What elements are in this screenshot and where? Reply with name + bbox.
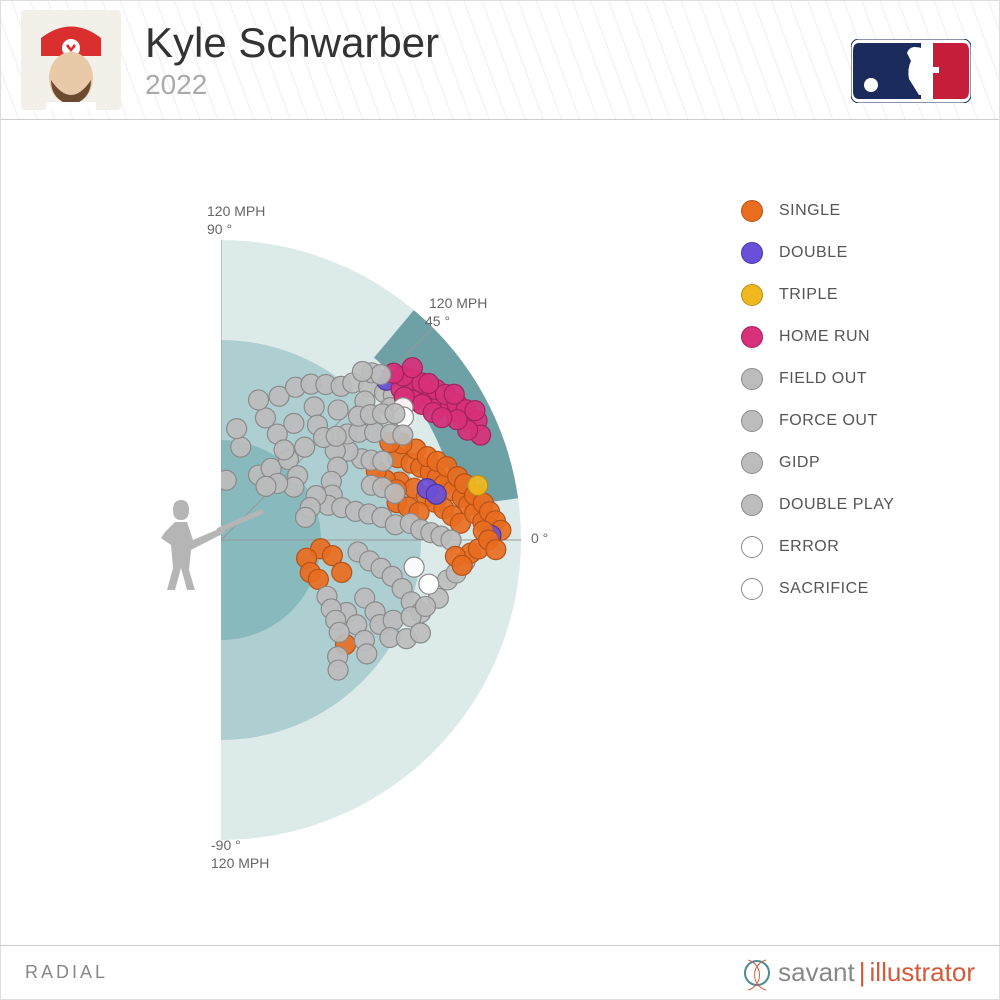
svg-text:120 MPH: 120 MPH bbox=[211, 855, 269, 871]
legend-item: DOUBLE bbox=[741, 242, 979, 264]
legend-label: GIDP bbox=[779, 454, 820, 472]
svg-text:-90 °: -90 ° bbox=[211, 837, 241, 853]
brand-illustrator: illustrator bbox=[870, 957, 975, 988]
season-year: 2022 bbox=[145, 69, 439, 101]
legend-item: SACRIFICE bbox=[741, 578, 979, 600]
legend-swatch-icon bbox=[741, 452, 763, 474]
legend-swatch-icon bbox=[741, 536, 763, 558]
legend-item: ERROR bbox=[741, 536, 979, 558]
legend-label: HOME RUN bbox=[779, 328, 870, 346]
legend-label: TRIPLE bbox=[779, 286, 838, 304]
legend-item: FIELD OUT bbox=[741, 368, 979, 390]
legend: SINGLE DOUBLE TRIPLE HOME RUN FIELD OUT FORCE… bbox=[741, 160, 979, 925]
header: Kyle Schwarber 2022 bbox=[1, 1, 999, 120]
footer-brand: savant | illustrator bbox=[744, 957, 975, 988]
player-avatar bbox=[21, 10, 121, 110]
player-name: Kyle Schwarber bbox=[145, 19, 439, 67]
legend-label: SACRIFICE bbox=[779, 580, 869, 598]
legend-swatch-icon bbox=[741, 368, 763, 390]
legend-swatch-icon bbox=[741, 578, 763, 600]
brand-savant: savant bbox=[778, 957, 855, 988]
svg-text:120 MPH: 120 MPH bbox=[207, 203, 265, 219]
radial-chart-svg: 120 MPH 90 ° 120 MPH 45 ° 0 ° -90 ° 120 MPH bbox=[21, 160, 741, 920]
svg-text:0 °: 0 ° bbox=[531, 530, 548, 546]
legend-label: ERROR bbox=[779, 538, 839, 556]
baseball-icon bbox=[744, 960, 770, 986]
legend-swatch-icon bbox=[741, 326, 763, 348]
mlb-logo-icon bbox=[851, 39, 971, 103]
legend-item: FORCE OUT bbox=[741, 410, 979, 432]
page-container: Kyle Schwarber 2022 120 MPH 90 ° 120 MPH 45… bbox=[0, 0, 1000, 1000]
legend-item: DOUBLE PLAY bbox=[741, 494, 979, 516]
legend-item: GIDP bbox=[741, 452, 979, 474]
svg-text:90 °: 90 ° bbox=[207, 221, 232, 237]
legend-swatch-icon bbox=[741, 242, 763, 264]
legend-swatch-icon bbox=[741, 410, 763, 432]
legend-item: HOME RUN bbox=[741, 326, 979, 348]
footer: RADIAL savant | illustrator bbox=[1, 946, 999, 999]
legend-label: DOUBLE bbox=[779, 244, 848, 262]
legend-swatch-icon bbox=[741, 494, 763, 516]
footer-chart-type: RADIAL bbox=[25, 962, 108, 983]
legend-label: DOUBLE PLAY bbox=[779, 496, 894, 514]
legend-item: SINGLE bbox=[741, 200, 979, 222]
legend-label: FIELD OUT bbox=[779, 370, 867, 388]
radial-chart: 120 MPH 90 ° 120 MPH 45 ° 0 ° -90 ° 120 MPH bbox=[21, 160, 741, 925]
title-block: Kyle Schwarber 2022 bbox=[145, 19, 439, 101]
svg-text:45 °: 45 ° bbox=[425, 313, 450, 329]
legend-label: SINGLE bbox=[779, 202, 841, 220]
legend-swatch-icon bbox=[741, 284, 763, 306]
svg-text:120 MPH: 120 MPH bbox=[429, 295, 487, 311]
legend-label: FORCE OUT bbox=[779, 412, 878, 430]
brand-divider: | bbox=[859, 957, 866, 988]
main-content: 120 MPH 90 ° 120 MPH 45 ° 0 ° -90 ° 120 MPH SI… bbox=[1, 120, 999, 946]
legend-item: TRIPLE bbox=[741, 284, 979, 306]
legend-swatch-icon bbox=[741, 200, 763, 222]
